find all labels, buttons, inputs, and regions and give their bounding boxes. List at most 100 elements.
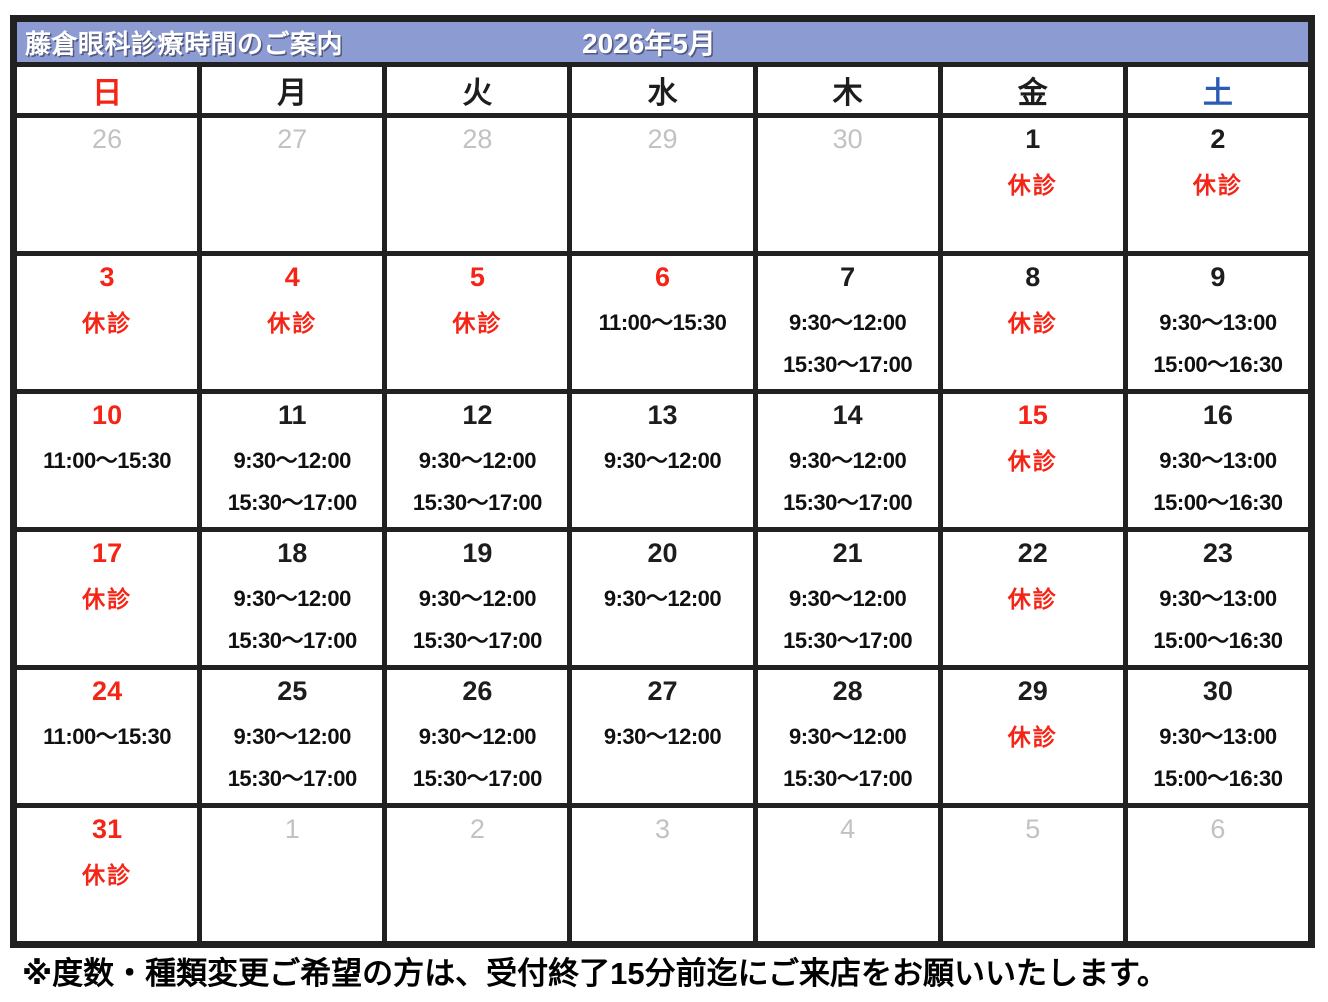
hours-label: 15:00〜16:30 [1153,766,1283,791]
day-number: 31 [92,814,123,844]
hours-label: 15:00〜16:30 [1153,490,1283,515]
day-cell: 19 9:30〜12:00 15:30〜17:00 [387,532,568,665]
day-cell: 4 [757,808,938,941]
hours-label: 15:30〜17:00 [227,766,358,791]
hours-label: 9:30〜12:00 [603,724,722,749]
day-cell: 5 [942,808,1123,941]
hours-label: 15:00〜16:30 [1153,352,1283,377]
day-cell: 10 11:00〜15:30 [17,394,198,527]
weekday-header-weekday: 火 [387,67,568,113]
hours-label: 9:30〜13:00 [1159,448,1277,473]
day-number: 12 [462,400,493,430]
day-number: 27 [277,124,308,154]
day-number: 13 [647,400,678,430]
day-number: 29 [647,124,678,154]
day-cell: 6 [1127,808,1308,941]
closed-label: 休診 [267,310,318,336]
day-cell: 21 9:30〜12:00 15:30〜17:00 [757,532,938,665]
day-cell: 2 休診 [1127,118,1308,251]
footer-note: ※度数・種類変更ご希望の方は、受付終了15分前迄にご来店をお願いいたします。 [22,956,1168,991]
day-number: 29 [1017,676,1048,706]
calendar-title: 藤倉眼科診療時間のご案内 [25,28,344,59]
day-cell: 18 9:30〜12:00 15:30〜17:00 [202,532,383,665]
day-cell: 15 休診 [942,394,1123,527]
day-cell: 4 休診 [202,256,383,389]
day-number: 30 [832,124,863,154]
day-cell: 29 休診 [942,670,1123,803]
day-number: 2 [469,814,485,844]
hours-label: 9:30〜12:00 [418,724,537,749]
day-number: 6 [1210,814,1226,844]
hours-label: 15:30〜17:00 [412,490,543,515]
closed-label: 休診 [452,310,503,336]
hours-label: 11:00〜15:30 [43,724,171,749]
day-number: 30 [1202,676,1233,706]
hours-label: 11:00〜15:30 [43,448,171,473]
hours-label: 9:30〜13:00 [1159,724,1277,749]
hours-label: 9:30〜12:00 [233,586,352,611]
day-cell: 12 9:30〜12:00 15:30〜17:00 [387,394,568,527]
calendar-title-bar: 藤倉眼科診療時間のご案内 2026年5月 [17,22,1308,62]
calendar-month-label: 2026年5月 [582,28,716,59]
day-number: 2 [1210,124,1226,154]
day-number: 14 [832,400,863,430]
day-number: 16 [1202,400,1233,430]
day-cell: 9 9:30〜13:00 15:00〜16:30 [1127,256,1308,389]
day-number: 9 [1210,262,1226,292]
day-cell: 6 11:00〜15:30 [572,256,753,389]
day-cell: 27 9:30〜12:00 [572,670,753,803]
day-number: 19 [462,538,493,568]
day-number: 28 [462,124,493,154]
day-cell: 17 休診 [17,532,198,665]
day-cell: 5 休診 [387,256,568,389]
day-number: 18 [277,538,308,568]
hours-label: 9:30〜13:00 [1159,310,1277,335]
day-number: 7 [840,262,856,292]
day-cell: 11 9:30〜12:00 15:30〜17:00 [202,394,383,527]
day-number: 22 [1017,538,1048,568]
weekday-header-sunday: 日 [17,67,198,113]
closed-label: 休診 [82,310,133,336]
hours-label: 15:30〜17:00 [227,490,358,515]
closed-label: 休診 [1192,172,1243,198]
day-number: 17 [92,538,123,568]
calendar-grid: 26 27 28 29 30 1 休診 2 休診 3 休診 4 休診 5 休診 6 11:00〜15:30 7 9:… [17,118,1308,941]
day-number: 11 [277,400,307,430]
day-number: 5 [469,262,485,292]
closed-label: 休診 [1007,724,1058,750]
day-cell: 24 11:00〜15:30 [17,670,198,803]
day-number: 3 [99,262,115,292]
day-cell: 14 9:30〜12:00 15:30〜17:00 [757,394,938,527]
hours-label: 9:30〜12:00 [418,586,537,611]
day-number: 1 [1025,124,1041,154]
hours-label: 15:30〜17:00 [783,490,913,515]
day-cell: 26 9:30〜12:00 15:30〜17:00 [387,670,568,803]
day-cell: 13 9:30〜12:00 [572,394,753,527]
weekday-header-weekday: 月 [202,67,383,113]
day-cell: 29 [572,118,753,251]
day-cell: 31 休診 [17,808,198,941]
hours-label: 15:30〜17:00 [783,628,913,653]
closed-label: 休診 [82,586,133,612]
day-number: 4 [284,262,300,292]
day-cell: 20 9:30〜12:00 [572,532,753,665]
hours-label: 9:30〜12:00 [603,586,722,611]
closed-label: 休診 [1007,586,1058,612]
weekday-header-weekday: 木 [757,67,938,113]
hours-label: 15:30〜17:00 [783,766,913,791]
closed-label: 休診 [1007,172,1058,198]
hours-label: 9:30〜12:00 [233,448,352,473]
weekday-header-weekday: 金 [942,67,1123,113]
day-number: 26 [462,676,493,706]
closed-label: 休診 [82,862,133,888]
closed-label: 休診 [1007,448,1058,474]
hours-label: 9:30〜12:00 [233,724,352,749]
day-cell: 3 休診 [17,256,198,389]
day-number: 27 [647,676,678,706]
day-number: 26 [92,124,123,154]
weekday-header-saturday: 土 [1127,67,1308,113]
hours-label: 15:30〜17:00 [783,352,913,377]
day-number: 21 [832,538,863,568]
day-cell: 30 [757,118,938,251]
day-cell: 16 9:30〜13:00 15:00〜16:30 [1127,394,1308,527]
